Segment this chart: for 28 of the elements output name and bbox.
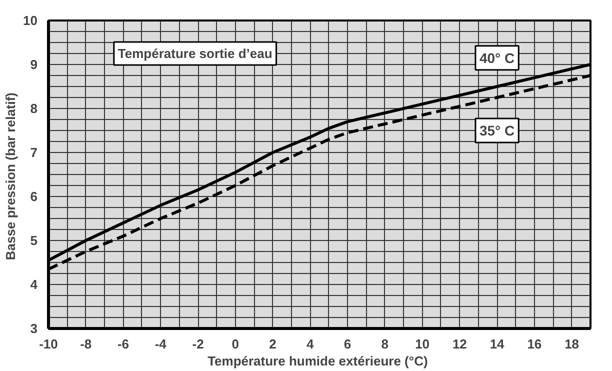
x-tick-label: -4 [154,336,168,352]
y-tick-label: 3 [30,321,38,336]
series-label: 35° C [479,122,515,138]
y-tick-label: 8 [30,101,38,116]
x-axis-title: Température humide extérieure (°C) [208,354,428,368]
y-axis-title: Basse pression (bar relatif) [3,92,18,260]
x-tick-label: 6 [344,336,352,352]
x-tick-label: 8 [381,336,389,352]
y-tick-label: 5 [30,233,38,248]
y-tick-label: 4 [30,277,38,292]
x-tick-label: 10 [415,336,430,352]
x-tick-label: 12 [452,336,467,352]
x-tick-label: -10 [39,336,58,352]
x-tick-label: -2 [192,336,204,352]
text: Température sortie d’eau [118,46,272,61]
y-tick-label: 7 [30,145,38,160]
y-tick-label: 6 [30,189,38,204]
x-tick-label: 14 [490,336,506,352]
y-tick-label: 9 [30,57,38,72]
x-tick-label: -6 [117,336,130,352]
x-tick-label: 0 [232,336,240,352]
y-tick-label: 10 [23,13,38,28]
x-tick-label: 2 [269,336,276,352]
x-tick-label: 18 [564,336,580,352]
series-label: 40° C [479,50,515,66]
x-tick-label: 16 [527,336,542,352]
x-tick-label: 4 [306,336,315,352]
x-tick-label: -8 [80,336,92,352]
